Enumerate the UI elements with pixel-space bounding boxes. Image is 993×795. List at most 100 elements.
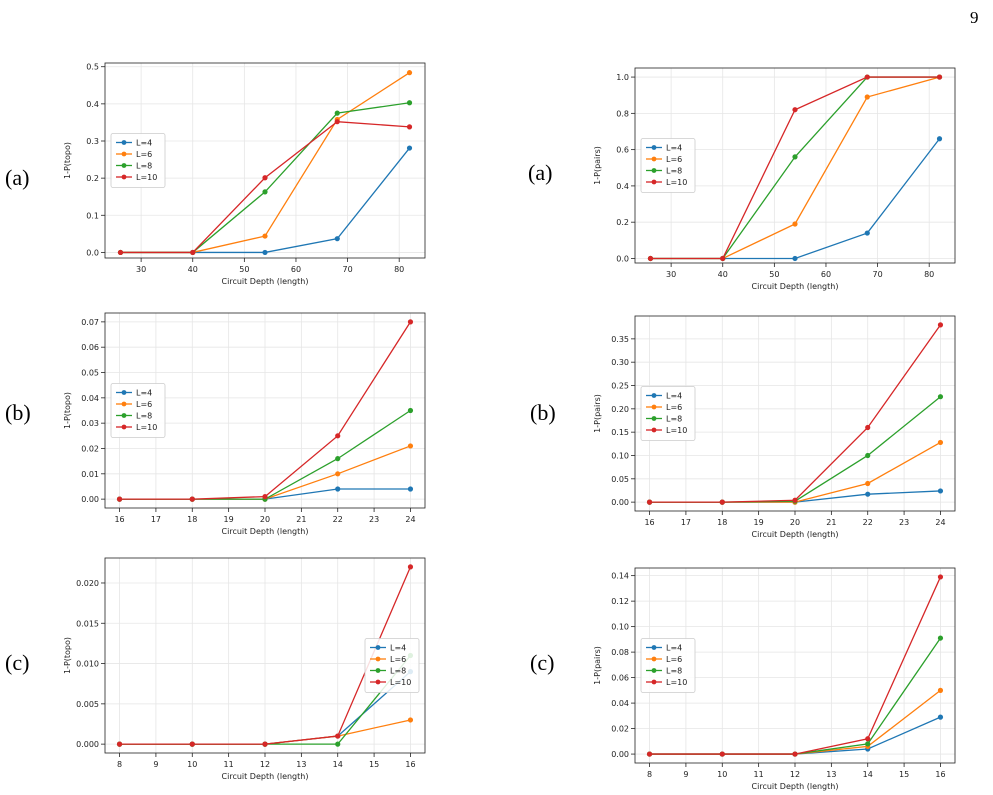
legend-item: L=6: [116, 150, 152, 159]
y-tick-label: 0.02: [81, 444, 99, 453]
y-tick-label: 0.35: [611, 335, 629, 344]
y-tick-label: 0.06: [81, 343, 99, 352]
y-tick-label: 0.10: [611, 623, 629, 632]
legend-item: L=6: [370, 655, 406, 664]
data-point: [189, 741, 195, 747]
y-tick-label: 0.005: [76, 700, 99, 709]
x-tick-label: 14: [863, 770, 873, 779]
chart-b-pairs: 16 17 18 19 20 21 22 23 24 0.00 0.05 0.10 0.15 0.20 0.…: [593, 315, 956, 539]
legend-box: [110, 133, 166, 188]
data-point: [335, 741, 341, 747]
x-tick-label: 24: [935, 518, 945, 527]
x-tick-label: 21: [826, 518, 836, 527]
legend-label: L=4: [666, 644, 682, 653]
y-tick-label: 1.0: [616, 73, 629, 82]
x-tick-label: 23: [899, 518, 909, 527]
x-tick-label: 10: [187, 760, 197, 769]
data-point: [936, 136, 943, 142]
y-axis-label: 1-P(pairs): [593, 646, 602, 685]
legend-item: L=4: [646, 392, 682, 401]
y-tick-label: 0.15: [611, 428, 629, 437]
data-point: [865, 736, 871, 742]
legend-swatch-marker: [651, 145, 657, 150]
legend-swatch-marker: [121, 424, 127, 430]
x-axis-label: Circuit Depth (length): [752, 282, 839, 291]
legend-item: L=8: [646, 415, 682, 424]
legend-swatch-marker: [121, 163, 127, 168]
chart-c-topo: 8 9 10 11 12 13 14 15 16 0.000 0.005 0.010 0.015 0.02…: [63, 557, 426, 781]
data-point: [865, 452, 871, 459]
legend-item: L=10: [646, 678, 687, 687]
data-point: [719, 499, 725, 505]
x-tick-label: 13: [826, 770, 836, 779]
data-point: [335, 733, 341, 739]
data-point: [116, 496, 123, 502]
x-tick-label: 9: [683, 770, 688, 779]
x-axis-label: Circuit Depth (length): [752, 782, 839, 791]
data-point: [116, 741, 123, 747]
panel-label-b-right: (b): [530, 400, 556, 425]
x-axis-label: Circuit Depth (length): [222, 527, 309, 536]
legend-label: L=10: [666, 678, 687, 687]
x-tick-label: 20: [790, 518, 800, 527]
legend-swatch-marker: [375, 656, 381, 662]
panel-label-a-right: (a): [528, 160, 553, 185]
legend-swatch-marker: [121, 151, 127, 157]
x-tick-label: 16: [114, 515, 124, 524]
y-tick-label: 0.4: [616, 182, 629, 191]
data-point: [335, 486, 341, 492]
legend-item: L=6: [646, 655, 682, 664]
legend-label: L=4: [666, 392, 682, 401]
x-tick-label: 15: [899, 770, 909, 779]
chart-c-pairs: 8 9 10 11 12 13 14 15 16 0.00 0.02 0.04 0.06 0.08 0.10…: [593, 567, 956, 791]
panel-label-b-left: (b): [5, 400, 31, 425]
data-point: [865, 491, 871, 497]
legend-item: L=10: [116, 173, 157, 182]
x-tick-label: 60: [291, 265, 301, 274]
series-l10: [647, 74, 943, 262]
legend-label: L=10: [136, 423, 157, 432]
axes-frame: [104, 312, 426, 509]
legend-item: L=8: [370, 667, 406, 676]
legend-swatch-marker: [651, 393, 657, 398]
data-point: [334, 236, 340, 242]
data-point: [792, 154, 798, 160]
legend-item: L=10: [646, 178, 687, 187]
y-tick-label: 0.2: [86, 174, 99, 183]
data-point: [407, 486, 414, 492]
y-tick-label: 0.015: [76, 619, 99, 628]
data-point: [262, 189, 268, 195]
data-point: [719, 751, 725, 757]
x-tick-label: 16: [644, 518, 654, 527]
data-point: [792, 221, 798, 227]
data-point: [937, 574, 944, 580]
legend-item: L=4: [116, 389, 152, 398]
legend-label: L=8: [666, 415, 682, 424]
legend-label: L=4: [390, 644, 406, 653]
data-point: [407, 407, 414, 414]
legend-label: L=8: [666, 667, 682, 676]
legend: L=4 L=6 L=8 L=10: [640, 138, 696, 193]
data-point: [937, 635, 944, 641]
x-tick-label: 50: [769, 270, 779, 279]
x-tick-label: 17: [151, 515, 161, 524]
y-tick-label: 0.0: [86, 248, 99, 257]
data-point: [407, 717, 414, 723]
data-point: [936, 74, 943, 80]
legend-box: [364, 638, 420, 693]
legend-item: L=8: [116, 412, 152, 421]
y-tick-label: 0.06: [611, 674, 629, 683]
data-point: [335, 471, 341, 477]
legend-swatch-marker: [375, 645, 381, 650]
legend-box: [640, 386, 696, 441]
y-tick-label: 0.20: [611, 405, 629, 414]
y-tick-label: 0.08: [611, 648, 629, 657]
data-point: [334, 110, 340, 116]
legend-item: L=6: [646, 155, 682, 164]
y-tick-label: 0.3: [86, 137, 99, 146]
x-tick-label: 70: [342, 265, 352, 274]
axes-frame: [634, 67, 956, 264]
series-l10: [116, 564, 414, 747]
legend: L=4 L=6 L=8 L=10: [640, 386, 696, 441]
series-l10: [116, 319, 414, 502]
